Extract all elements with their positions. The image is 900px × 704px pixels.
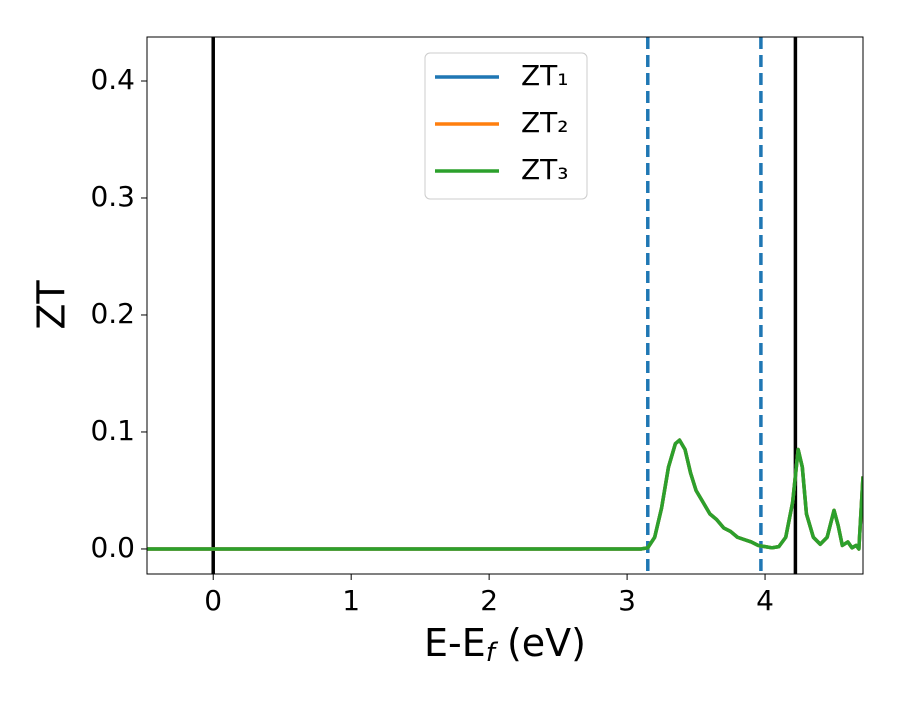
legend-label: ZT₂: [521, 106, 569, 139]
y-tick-label: 0.1: [90, 414, 135, 447]
y-axis-label: ZT: [30, 280, 74, 330]
series-line: [147, 438, 863, 551]
y-tick-label: 0.3: [90, 180, 135, 213]
legend-label: ZT₃: [521, 153, 569, 186]
series-line: [147, 438, 863, 551]
x-tick-label: 4: [756, 584, 774, 617]
y-tick-label: 0.0: [90, 531, 135, 564]
y-tick-label: 0.2: [90, 297, 135, 330]
x-axis-label: E-Ef (eV): [424, 621, 586, 668]
y-tick-label: 0.4: [90, 63, 135, 96]
x-tick-label: 1: [342, 584, 360, 617]
legend-label: ZT₁: [521, 59, 569, 92]
legend-box: [424, 52, 588, 200]
x-tick-label: 2: [480, 584, 498, 617]
plot-frame: [146, 36, 864, 575]
x-tick-label: 3: [618, 584, 636, 617]
x-tick-label: 0: [204, 584, 222, 617]
series-line: [147, 438, 863, 551]
